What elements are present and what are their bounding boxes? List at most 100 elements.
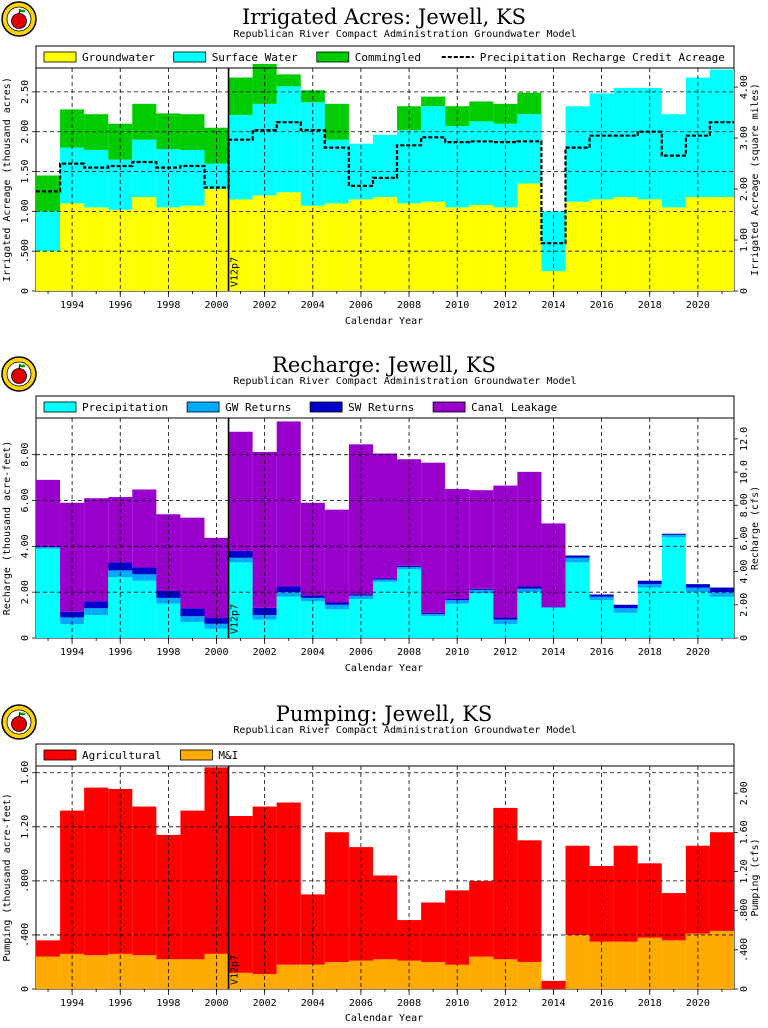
x-tick-label: 2004 bbox=[301, 647, 325, 658]
x-tick-label: 1998 bbox=[156, 998, 180, 1009]
y2-tick-label: 8.00 bbox=[739, 493, 750, 517]
x-tick-label: 2010 bbox=[445, 300, 469, 311]
bar-precipitation-2009 bbox=[421, 616, 446, 638]
y2-tick-label: 0 bbox=[739, 986, 750, 992]
bar-precipitation-2011 bbox=[469, 593, 494, 638]
bar-m-i-2017 bbox=[613, 941, 638, 989]
x-tick-label: 2002 bbox=[253, 300, 277, 311]
bar-surface-water-2001 bbox=[228, 114, 253, 200]
bar-canal-leakage-2007 bbox=[372, 453, 398, 579]
y2-tick-label: 4.00 bbox=[739, 560, 750, 584]
bar-groundwater-2012 bbox=[493, 207, 518, 292]
bar-gw-returns-2017 bbox=[613, 608, 638, 613]
x-tick-label: 2010 bbox=[445, 647, 469, 658]
bar-sw-returns-2011 bbox=[469, 588, 494, 590]
apple-leaf-icon bbox=[19, 9, 26, 13]
x-tick-label: 2012 bbox=[493, 300, 517, 311]
legend-label: M&I bbox=[218, 749, 238, 762]
bar-surface-water-2012 bbox=[493, 123, 518, 208]
chart-panel-recharge: Recharge: Jewell, KS Republican River Com… bbox=[0, 348, 768, 683]
bar-m-i-2021 bbox=[709, 930, 734, 989]
x-tick-label: 2018 bbox=[638, 300, 662, 311]
bar-agricultural-2008 bbox=[397, 920, 422, 961]
bar-gw-returns-2007 bbox=[372, 579, 398, 582]
bar-agricultural-1999 bbox=[180, 810, 205, 960]
bar-canal-leakage-1999 bbox=[180, 517, 205, 609]
bar-agricultural-2021 bbox=[709, 832, 734, 931]
bar-groundwater-2001 bbox=[228, 199, 253, 291]
bar-sw-returns-2017 bbox=[613, 604, 638, 609]
y-tick-label: .400 bbox=[20, 923, 31, 947]
x-tick-label: 2020 bbox=[686, 998, 710, 1009]
bar-surface-water-1998 bbox=[156, 149, 181, 208]
bar-sw-returns-2005 bbox=[324, 602, 349, 605]
bar-sw-returns-2013 bbox=[517, 586, 542, 589]
x-tick-label: 1996 bbox=[108, 300, 132, 311]
y-tick-label: .500 bbox=[20, 239, 31, 263]
bar-gw-returns-1995 bbox=[84, 608, 109, 616]
bar-commingled-2009 bbox=[421, 96, 446, 107]
bar-groundwater-2017 bbox=[613, 197, 638, 291]
bar-groundwater-2010 bbox=[445, 207, 470, 292]
legend-swatch-canal-leakage bbox=[432, 401, 466, 413]
bar-gw-returns-1999 bbox=[180, 616, 205, 622]
chart-subtitle: Republican River Compact Administration … bbox=[233, 29, 576, 40]
bar-surface-water-1995 bbox=[84, 150, 109, 208]
x-tick-label: 1994 bbox=[60, 998, 84, 1009]
bar-m-i-2001 bbox=[228, 972, 253, 989]
bar-precipitation-2000 bbox=[204, 628, 229, 638]
bar-surface-water-2014 bbox=[541, 211, 566, 272]
bar-gw-returns-2018 bbox=[637, 584, 662, 588]
y2-tick-label: 12.0 bbox=[739, 427, 750, 451]
y2-tick-label: 1.60 bbox=[739, 820, 750, 844]
x-axis-label: Calendar Year bbox=[345, 316, 423, 327]
y-axis-label: Pumping (thousand acre-feet) bbox=[2, 793, 13, 962]
y2-tick-label: 1.20 bbox=[739, 859, 750, 883]
bar-surface-water-2011 bbox=[469, 121, 494, 205]
bar-sw-returns-2019 bbox=[661, 533, 686, 535]
line-precipitation-recharge-credit-acreage bbox=[36, 121, 734, 245]
bar-canal-leakage-2000 bbox=[204, 537, 229, 619]
bar-gw-returns-2001 bbox=[228, 557, 253, 563]
bar-m-i-2015 bbox=[565, 934, 590, 989]
bar-m-i-2003 bbox=[276, 964, 301, 989]
apple-icon bbox=[11, 13, 27, 29]
bar-surface-water-1999 bbox=[180, 150, 205, 206]
model-version-label: V12p7 bbox=[230, 257, 241, 287]
bar-surface-water-2003 bbox=[276, 86, 301, 193]
bar-agricultural-2003 bbox=[276, 802, 301, 965]
x-tick-label: 1994 bbox=[60, 647, 84, 658]
bar-agricultural-2019 bbox=[661, 893, 686, 941]
y2-tick-label: 1.00 bbox=[739, 228, 750, 252]
bar-precipitation-1995 bbox=[84, 615, 109, 638]
y-tick-label: 4.00 bbox=[20, 534, 31, 558]
bar-m-i-2007 bbox=[372, 959, 398, 989]
x-tick-label: 2008 bbox=[397, 998, 421, 1009]
y2-tick-label: 6.00 bbox=[739, 526, 750, 550]
bar-agricultural-2007 bbox=[372, 875, 398, 960]
chart-panel-pumping: Pumping: Jewell, KS Republican River Comp… bbox=[0, 695, 768, 1024]
y2-tick-label: 0 bbox=[739, 635, 750, 641]
bar-precipitation-2006 bbox=[348, 599, 373, 638]
y-tick-label: .800 bbox=[20, 869, 31, 893]
bar-canal-leakage-2013 bbox=[517, 471, 542, 587]
legend-swatch-agricultural bbox=[43, 749, 77, 761]
y2-axis-label: Recharge (cfs) bbox=[750, 486, 761, 570]
bar-agricultural-2002 bbox=[252, 806, 277, 975]
bar-precipitation-2004 bbox=[300, 601, 325, 638]
bar-gw-returns-2003 bbox=[276, 592, 301, 597]
bar-surface-water-2019 bbox=[661, 114, 686, 208]
y-tick-label: 2.50 bbox=[20, 80, 31, 104]
y-axis-label: Irrigated Acreage (thousand acres) bbox=[2, 77, 13, 282]
bar-groundwater-2011 bbox=[469, 204, 494, 291]
y-tick-label: 1.50 bbox=[20, 159, 31, 183]
bar-sw-returns-2020 bbox=[685, 584, 710, 588]
bar-groundwater-2003 bbox=[276, 192, 301, 291]
y-tick-label: 2.00 bbox=[20, 580, 31, 604]
bar-precipitation-2021 bbox=[709, 596, 734, 638]
y2-tick-label: 2.00 bbox=[739, 593, 750, 617]
bar-surface-water-2009 bbox=[421, 106, 446, 202]
bar-m-i-1999 bbox=[180, 959, 205, 989]
y-tick-label: 1.20 bbox=[20, 815, 31, 839]
